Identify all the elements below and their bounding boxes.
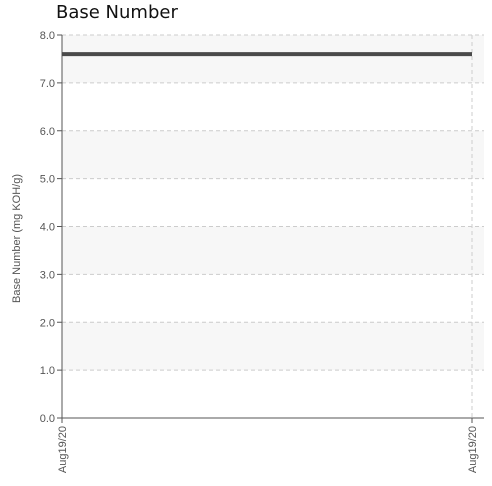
plot-bands — [62, 35, 484, 371]
y-tick-label: 6.0 — [40, 126, 55, 138]
plot-band — [62, 226, 484, 275]
plot-band — [62, 322, 484, 371]
x-tick-label: Aug19/20 — [467, 426, 479, 473]
plot-band — [62, 130, 484, 179]
y-tick-label: 2.0 — [40, 317, 55, 329]
y-axis-title: Base Number (mg KOH/g) — [11, 174, 23, 303]
y-tick-label: 3.0 — [40, 269, 55, 281]
y-tick-label: 0.0 — [40, 413, 55, 425]
x-tick-label: Aug19/20 — [57, 426, 69, 473]
y-tick-label: 7.0 — [40, 78, 55, 90]
y-tick-label: 5.0 — [40, 174, 55, 186]
chart-title: Base Number — [56, 2, 178, 23]
plot-band — [62, 35, 484, 83]
y-tick-label: 4.0 — [40, 222, 55, 234]
plot-axes: 0.0 1.0 2.0 3.0 4.0 5.0 6.0 7.0 8.0 Aug19/20 Aug19… — [40, 30, 484, 473]
y-tick-label: 1.0 — [40, 365, 55, 377]
y-tick-label: 8.0 — [40, 30, 55, 42]
